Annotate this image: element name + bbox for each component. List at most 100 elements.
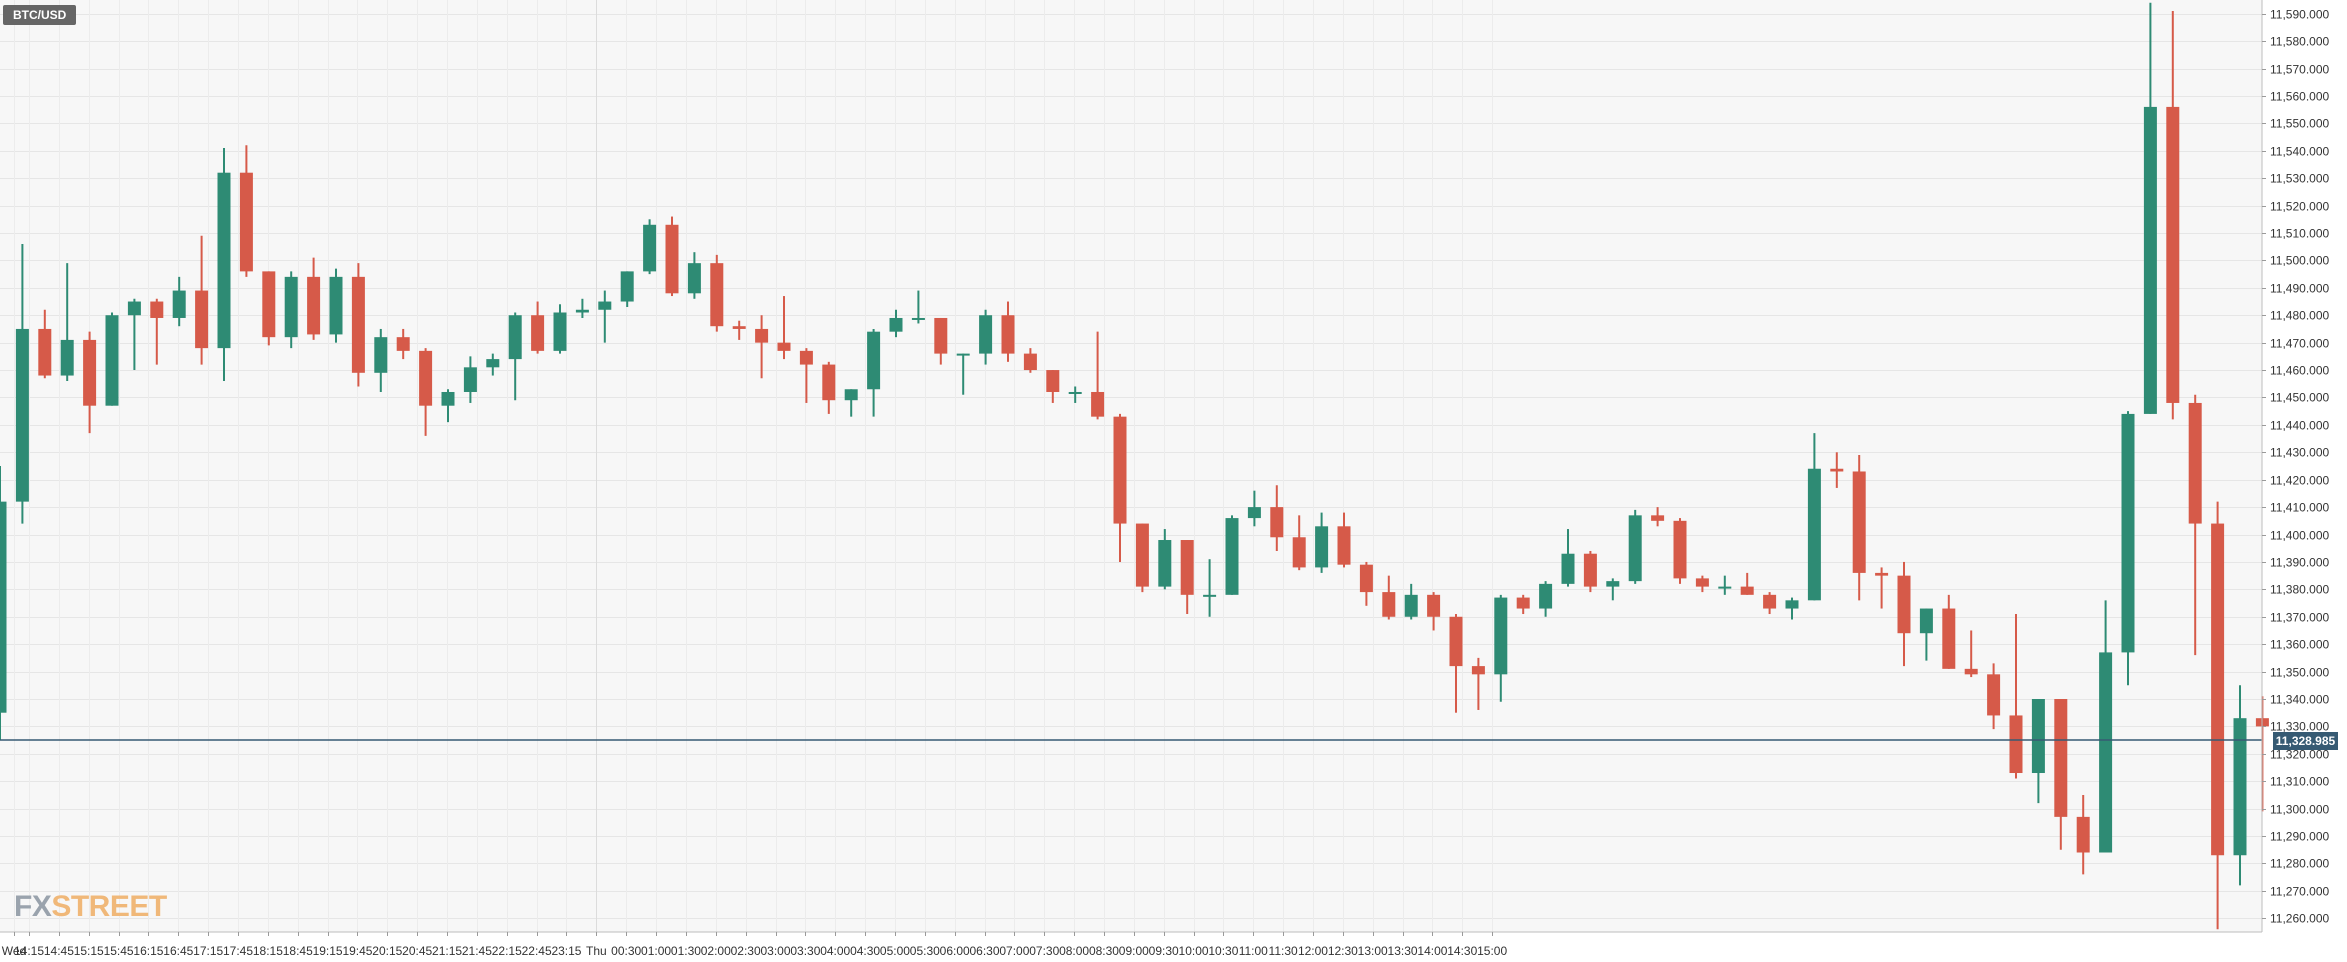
candle-down <box>1875 572 1889 576</box>
candle-up <box>2121 413 2135 653</box>
candles <box>0 2 2269 930</box>
x-tick-label: 04:30 <box>850 944 880 958</box>
x-tick-label: 19:15 <box>313 944 343 958</box>
y-tick-label: 11,310.000 <box>2270 775 2329 789</box>
y-tick-label: 11,410.000 <box>2270 501 2329 515</box>
y-tick-label: 11,470.000 <box>2270 337 2329 351</box>
x-tick-label: 08:30 <box>1089 944 1119 958</box>
y-tick-label: 11,570.000 <box>2270 63 2329 77</box>
y-tick-label: 11,390.000 <box>2270 556 2329 570</box>
candle-down <box>1449 616 1463 667</box>
x-tick-label: 18:45 <box>283 944 313 958</box>
candle-down <box>1180 540 1194 595</box>
candle-down <box>1516 597 1530 609</box>
x-tick-label: 21:45 <box>462 944 492 958</box>
y-axis: 11,260.000 11,270.000 11,280.000 11,290.000… <box>2262 8 2329 926</box>
candle-down <box>351 276 365 373</box>
y-tick-label: 11,440.000 <box>2270 419 2329 433</box>
candle-up <box>956 353 970 356</box>
x-tick-label: 15:45 <box>104 944 134 958</box>
candle-up <box>329 276 343 335</box>
candle-down <box>710 263 724 327</box>
candle-down <box>1382 592 1396 617</box>
x-tick-label: 10:00 <box>1179 944 1209 958</box>
candle-down <box>1673 520 1687 579</box>
candle-down <box>1897 575 1911 634</box>
candle-up <box>486 359 500 368</box>
y-tick-label: 11,280.000 <box>2270 857 2329 871</box>
candle-down <box>1987 674 2001 716</box>
candle-down <box>934 317 948 354</box>
candle-down <box>1763 594 1777 609</box>
candle-down <box>2009 715 2023 774</box>
y-tick-label: 11,370.000 <box>2270 611 2329 625</box>
candle-up <box>15 328 29 502</box>
candle-down <box>1046 370 1060 392</box>
x-tick-label: 23:15 <box>551 944 581 958</box>
candle-down <box>1427 594 1441 617</box>
y-tick-label: 11,500.000 <box>2270 254 2329 268</box>
candle-down <box>150 301 164 318</box>
candle-up <box>2031 699 2045 774</box>
x-tick-label: 07:30 <box>1029 944 1059 958</box>
x-tick-label: 22:45 <box>522 944 552 958</box>
candle-down <box>2054 699 2068 817</box>
x-tick-label: 03:00 <box>760 944 790 958</box>
last-price-tag: 11,328.985 <box>2273 732 2338 750</box>
y-tick-label: 11,430.000 <box>2270 446 2329 460</box>
x-tick-label: 15:15 <box>74 944 104 958</box>
y-tick-label: 11,450.000 <box>2270 391 2329 405</box>
x-tick-label: 17:45 <box>223 944 253 958</box>
candle-up <box>1785 600 1799 609</box>
candle-down <box>1583 553 1597 587</box>
logo-fx: FX <box>14 890 52 923</box>
candle-up <box>575 309 589 313</box>
y-tick-label: 11,480.000 <box>2270 309 2329 323</box>
candle-down <box>2166 106 2180 403</box>
y-tick-label: 11,290.000 <box>2270 830 2329 844</box>
candle-up <box>0 501 7 713</box>
candle-up <box>1628 515 1642 582</box>
x-tick-label: 06:30 <box>970 944 1000 958</box>
x-tick-label: 04:00 <box>820 944 850 958</box>
candle-up <box>687 263 701 294</box>
y-tick-label: 11,320.000 <box>2270 748 2329 762</box>
x-tick-label: 16:45 <box>163 944 193 958</box>
candle-up <box>553 312 567 351</box>
candle-up <box>867 331 881 390</box>
candle-down <box>1852 471 1866 573</box>
candle-up <box>374 337 388 373</box>
candle-up <box>643 224 657 272</box>
candle-down <box>1001 315 1015 354</box>
y-tick-label: 11,510.000 <box>2270 227 2329 241</box>
x-tick-label: 11:30 <box>1269 944 1298 958</box>
y-tick-label: 11,360.000 <box>2270 638 2329 652</box>
x-tick-label: 17:15 <box>193 944 223 958</box>
y-tick-label: 11,490.000 <box>2270 282 2329 296</box>
candle-down <box>396 337 410 351</box>
x-tick-label: 05:30 <box>910 944 940 958</box>
y-tick-label: 11,590.000 <box>2270 8 2329 22</box>
candle-up <box>1606 581 1620 587</box>
x-tick-label: 07:00 <box>999 944 1029 958</box>
y-tick-label: 11,560.000 <box>2270 90 2329 104</box>
candle-up <box>979 315 993 354</box>
y-tick-label: 11,550.000 <box>2270 117 2329 131</box>
candle-up <box>2099 652 2113 853</box>
y-tick-label: 11,330.000 <box>2270 720 2329 734</box>
y-tick-label: 11,380.000 <box>2270 583 2329 597</box>
candle-down <box>1695 578 1709 587</box>
candle-down <box>1135 523 1149 587</box>
candle-up <box>2143 106 2157 414</box>
candle-down <box>1292 537 1306 568</box>
candle-up <box>889 317 903 332</box>
candle-up <box>911 317 925 320</box>
y-tick-label: 11,270.000 <box>2270 885 2329 899</box>
candle-down <box>777 342 791 351</box>
candle-down <box>1830 468 1844 472</box>
x-tick-label: Wed <box>2 944 26 958</box>
candle-down <box>38 328 52 376</box>
candle-up <box>620 271 634 302</box>
y-tick-label: 11,260.000 <box>2270 912 2329 926</box>
